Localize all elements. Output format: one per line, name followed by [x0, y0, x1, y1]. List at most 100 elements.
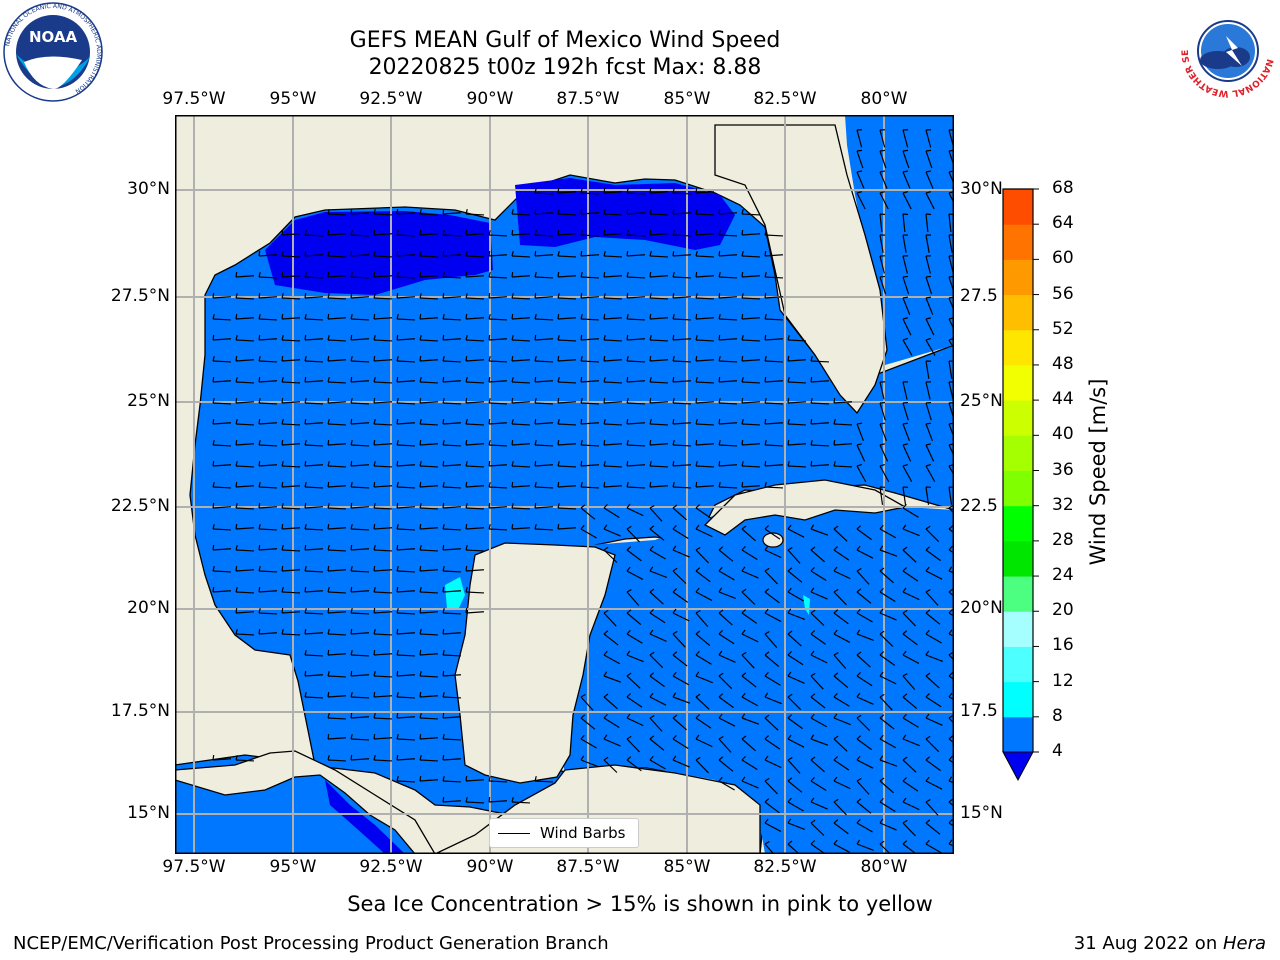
- wind-barb: [396, 612, 416, 615]
- wind-barb-feather: [626, 629, 631, 635]
- wind-barb-feather: [718, 334, 721, 341]
- wind-barb-feather: [373, 209, 376, 215]
- wind-barb: [304, 380, 323, 383]
- wind-barb: [695, 317, 714, 320]
- wind-barb: [879, 234, 884, 253]
- wind-barb-feather: [396, 334, 399, 341]
- wind-barb-feather: [764, 356, 767, 362]
- colorbar-segment: [1003, 681, 1033, 718]
- wind-barb: [327, 527, 346, 530]
- wind-barb: [465, 401, 484, 404]
- wind-barb-feather: [281, 461, 284, 467]
- wind-barb-feather: [626, 314, 629, 320]
- wind-barb: [419, 527, 438, 530]
- wind-barb: [902, 192, 912, 210]
- wind-barb: [810, 717, 828, 728]
- wind-barb: [649, 654, 664, 669]
- wind-barb-feather: [741, 229, 744, 236]
- wind-barb: [396, 444, 416, 447]
- wind-barb: [787, 843, 801, 854]
- wind-barb-feather: [419, 481, 422, 488]
- wind-barb-feather: [902, 734, 907, 740]
- wind-barb: [396, 632, 415, 635]
- wind-barb-feather: [603, 187, 606, 194]
- wind-barb: [925, 822, 941, 835]
- wind-barb: [718, 717, 736, 727]
- wind-barb-feather: [327, 251, 330, 257]
- wind-barb: [787, 759, 801, 774]
- wind-barb-feather: [833, 756, 838, 761]
- wind-barb: [327, 633, 347, 636]
- colorbar-segment: [1003, 470, 1033, 507]
- wind-barb: [649, 297, 669, 300]
- wind-barb: [580, 380, 599, 383]
- wind-barb-feather: [304, 460, 307, 467]
- wind-barb: [258, 422, 277, 425]
- wind-barb-feather: [718, 460, 721, 467]
- wind-barb-feather: [442, 734, 445, 740]
- wind-barb-feather: [442, 754, 445, 761]
- wind-barb-feather: [764, 631, 770, 635]
- wind-barb: [787, 381, 807, 384]
- wind-barb-feather: [488, 250, 491, 257]
- wind-barb-feather: [603, 546, 609, 551]
- wind-barb-feather: [925, 672, 931, 677]
- wind-barb-feather: [580, 356, 583, 362]
- wind-barb-feather: [580, 250, 583, 257]
- wind-barb: [925, 801, 939, 816]
- wind-barb: [258, 276, 278, 279]
- wind-barb: [764, 276, 784, 279]
- wind-barb-feather: [442, 208, 445, 215]
- wind-barb-feather: [534, 418, 537, 425]
- wind-barb: [718, 696, 734, 709]
- colorbar-segment: [1003, 505, 1033, 542]
- wind-barb-feather: [902, 296, 909, 299]
- wind-barb-feather: [419, 587, 422, 593]
- wind-barb-feather: [350, 250, 353, 257]
- wind-barb: [741, 675, 757, 688]
- wind-barb-feather: [304, 250, 307, 257]
- wind-barb-feather: [902, 317, 908, 320]
- wind-barb-feather: [304, 566, 307, 572]
- wind-barb-feather: [787, 693, 793, 698]
- colorbar-segment: [1003, 435, 1033, 471]
- wind-barb: [626, 254, 645, 257]
- wind-barb-feather: [925, 650, 930, 656]
- lon-label-top: 82.5°W: [753, 89, 817, 109]
- wind-barb-feather: [649, 609, 654, 614]
- wind-barb: [442, 780, 462, 783]
- wind-barb: [741, 654, 755, 669]
- wind-barb-feather: [350, 502, 353, 509]
- wind-barb: [879, 192, 889, 210]
- wind-barb-feather: [603, 756, 609, 761]
- wind-barb: [350, 360, 370, 363]
- wind-barb-feather: [511, 335, 514, 341]
- wind-barb: [672, 570, 687, 584]
- wind-barb-feather: [465, 545, 468, 551]
- wind-barb: [327, 485, 346, 488]
- wind-barb-feather: [856, 191, 862, 194]
- wind-barb-feather: [879, 797, 884, 803]
- wind-barb: [534, 464, 553, 467]
- wind-barb: [373, 759, 393, 762]
- wind-barb-feather: [902, 170, 909, 173]
- wind-barb-feather: [902, 630, 908, 635]
- wind-barb: [695, 738, 713, 748]
- wind-barb-feather: [258, 376, 261, 383]
- wind-barb: [925, 339, 936, 356]
- wind-barb-feather: [649, 377, 652, 383]
- wind-barb-feather: [557, 313, 560, 320]
- wind-barb: [856, 738, 872, 751]
- wind-barb: [212, 422, 231, 425]
- wind-barb: [695, 213, 715, 216]
- lat-label-right: 30°N: [960, 179, 1003, 199]
- wind-barb-feather: [879, 567, 885, 572]
- wind-barb: [718, 212, 737, 215]
- wind-barb: [442, 738, 462, 741]
- wind-barb-feather: [764, 460, 767, 467]
- wind-barb: [626, 738, 640, 753]
- wind-barb: [281, 443, 300, 446]
- wind-barb-feather: [902, 149, 909, 152]
- wind-barb: [925, 192, 935, 210]
- wind-barb: [718, 338, 737, 341]
